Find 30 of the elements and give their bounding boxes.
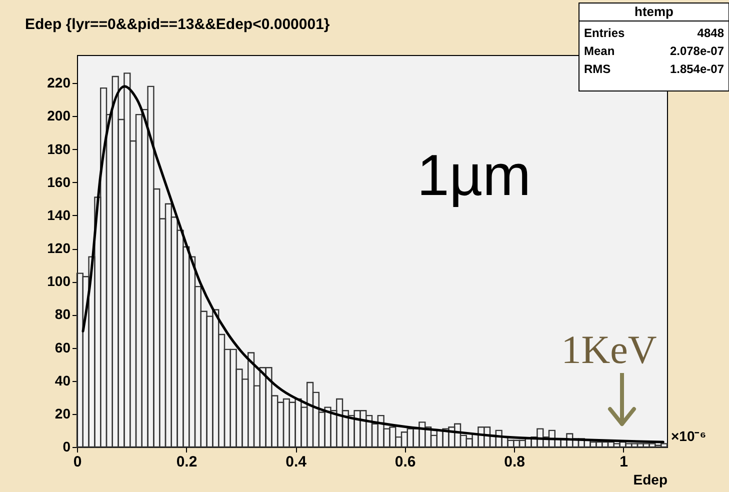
- x-axis-title: Edep: [633, 472, 668, 488]
- y-tick-label: 80: [54, 306, 71, 322]
- x-tick-label: 1: [620, 454, 628, 470]
- text: ×10⁻⁶: [671, 428, 706, 444]
- y-tick-label: 60: [54, 339, 71, 356]
- chart-title: Edep {lyr==0&&pid==13&&Edep<0.000001}: [25, 16, 330, 33]
- y-tick-label: 40: [54, 372, 71, 388]
- annotation: 1µm: [417, 143, 531, 208]
- x-tick-label: 0.6: [394, 454, 416, 470]
- y-tick-label: 180: [47, 140, 71, 157]
- y-tick-label: 0: [62, 438, 71, 454]
- annotation: Mean: [584, 44, 615, 58]
- x-tick-label: 0.8: [504, 454, 525, 470]
- y-tick-label: 220: [47, 74, 71, 91]
- y-tick-label: 200: [47, 108, 71, 124]
- x-tick-label: 0: [73, 454, 82, 470]
- text: 4848: [697, 26, 724, 40]
- text: 1.854e-07: [670, 62, 724, 76]
- y-tick-label: 160: [47, 174, 71, 190]
- y-tick-label: 20: [54, 405, 71, 422]
- y-tick-label: 140: [47, 206, 71, 223]
- text: Entries: [584, 26, 626, 40]
- y-tick-label: 120: [47, 240, 71, 256]
- x-tick-label: 0.4: [286, 454, 308, 470]
- annotation: 1KeV: [561, 327, 657, 372]
- annotation: RMS: [584, 62, 611, 76]
- text: 2.078e-07: [670, 44, 724, 58]
- text: htemp: [634, 4, 674, 19]
- x-tick-label: 0.2: [176, 454, 198, 470]
- y-tick-label: 100: [47, 273, 71, 290]
